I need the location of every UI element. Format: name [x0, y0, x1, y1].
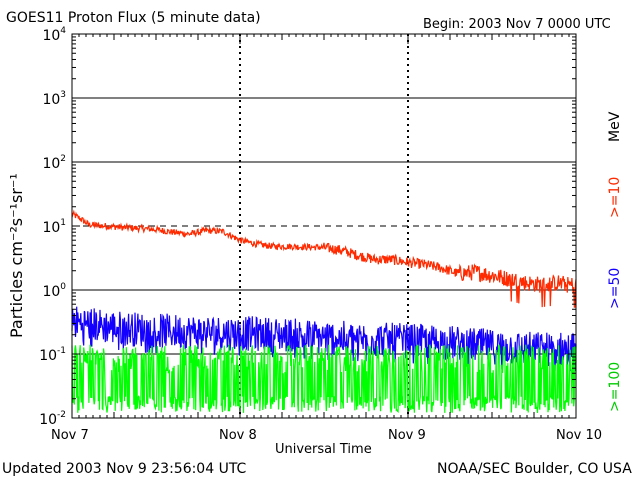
organization-label: NOAA/SEC Boulder, CO USA [437, 461, 632, 477]
y-tick-label: 10-2 [39, 410, 66, 428]
x-tick-label: Nov 8 [219, 428, 257, 443]
x-tick-label: Nov 7 [51, 428, 89, 443]
series-line->=100 [71, 344, 577, 413]
chart-title: GOES11 Proton Flux (5 minute data) [6, 10, 261, 26]
updated-timestamp: Updated 2003 Nov 9 23:56:04 UTC [2, 461, 247, 477]
y-tick-label: 101 [42, 218, 66, 236]
x-tick-label: Nov 9 [388, 428, 426, 443]
x-axis-title: Universal Time [275, 442, 372, 457]
series-line->=50 [71, 306, 577, 372]
begin-time-label: Begin: 2003 Nov 7 0000 UTC [423, 17, 611, 32]
y-axis-title: Particles cm⁻²s⁻¹sr⁻¹ [7, 173, 26, 338]
series-line->=10 [71, 209, 577, 308]
y-tick-label: 103 [42, 90, 66, 108]
y-tick-label: 100 [42, 282, 66, 300]
y-tick-label: 104 [42, 26, 66, 44]
x-tick-label: Nov 10 [556, 428, 603, 443]
y-tick-label: 10-1 [39, 346, 66, 364]
y-tick-label: 102 [42, 154, 66, 172]
